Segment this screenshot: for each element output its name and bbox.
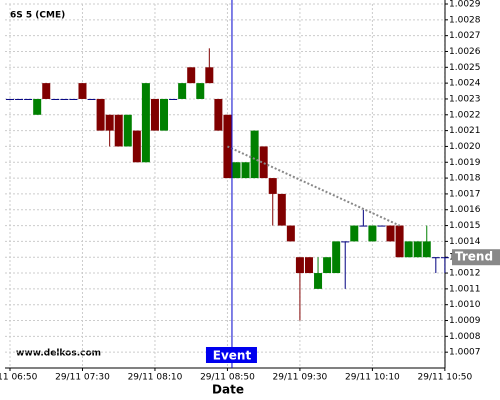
candle-body <box>51 98 60 100</box>
candle-body <box>232 162 241 179</box>
candle-body <box>214 98 223 131</box>
candle-body <box>33 98 42 115</box>
candle-body <box>78 83 87 99</box>
candle-body <box>404 241 413 258</box>
event-label: Event <box>213 349 252 363</box>
candle-body <box>160 98 169 131</box>
y-tick-label: 1.0019 <box>449 158 481 168</box>
x-tick-label: 29/11 08:50 <box>200 373 255 383</box>
candle-body <box>431 257 440 259</box>
candle-body <box>132 130 141 163</box>
candle-body <box>169 98 178 100</box>
candle-body <box>323 257 332 274</box>
candle-body <box>422 241 431 258</box>
candle-body <box>187 67 196 84</box>
y-tick-label: 1.0027 <box>449 31 481 41</box>
y-tick-label: 1.0015 <box>449 221 481 231</box>
y-tick-label: 1.0016 <box>449 205 481 215</box>
y-tick-label: 1.0029 <box>449 0 481 10</box>
candle-body <box>69 98 78 100</box>
x-tick-label: 29/11 09:30 <box>273 373 328 383</box>
trend-line <box>227 145 400 227</box>
candle-body <box>295 257 304 274</box>
x-axis-label: Date <box>212 383 244 397</box>
y-tick-label: 1.0025 <box>449 63 481 73</box>
candle-body <box>196 83 205 99</box>
watermark: www.delkos.com <box>16 349 101 359</box>
event-label-box <box>205 347 257 363</box>
candle-body <box>24 98 33 100</box>
candle-body <box>377 225 386 227</box>
candle-body <box>141 83 150 163</box>
candle-body <box>386 225 395 242</box>
candle-body <box>114 114 123 147</box>
y-tick-label: 1.0010 <box>449 300 481 310</box>
candle-body <box>87 98 96 100</box>
candle-body <box>6 98 14 100</box>
candle-body <box>304 257 313 274</box>
y-tick-label: 1.0022 <box>449 110 481 120</box>
candle-body <box>395 225 404 258</box>
x-tick-label: 29/11 10:50 <box>418 373 473 383</box>
y-tick-label: 1.0011 <box>449 284 481 294</box>
y-tick-label: 1.0024 <box>449 79 481 89</box>
trend-label: Trend <box>455 250 493 264</box>
y-tick-label: 1.0018 <box>449 174 481 184</box>
y-tick-label: 1.0007 <box>449 348 481 358</box>
x-tick-label: 29/11 07:30 <box>55 373 110 383</box>
candle-body <box>314 273 323 289</box>
y-tick-label: 1.0008 <box>449 332 481 342</box>
candle-body <box>205 67 214 84</box>
x-tick-label: 29/11 10:10 <box>345 373 400 383</box>
candle-body <box>178 83 187 99</box>
x-tick-label: 29/11 08:10 <box>128 373 183 383</box>
candle-body <box>277 193 286 226</box>
candle-body <box>268 178 277 194</box>
candle-body <box>350 225 359 242</box>
candle-body <box>359 225 368 227</box>
trend-label-box <box>452 249 500 266</box>
y-tick-label: 1.0014 <box>449 237 481 247</box>
candle-body <box>15 98 24 100</box>
y-tick-label: 1.0021 <box>449 126 481 136</box>
y-tick-label: 1.0012 <box>449 269 481 279</box>
candle-body <box>332 241 341 274</box>
y-tick-label: 1.0026 <box>449 47 481 57</box>
candle-body <box>105 114 114 131</box>
candle-body <box>286 225 295 242</box>
candle-body <box>96 98 105 131</box>
candle-body <box>368 225 377 242</box>
candle-body <box>241 162 250 179</box>
y-tick-label: 1.0017 <box>449 189 481 199</box>
y-tick-label: 1.0028 <box>449 15 481 25</box>
candle-body <box>413 241 422 258</box>
y-tick-label: 1.0023 <box>449 94 481 104</box>
x-tick-label: 29/11 06:50 <box>0 373 38 383</box>
candle-body <box>42 83 51 99</box>
candle-body <box>250 130 259 179</box>
candle-body <box>60 98 69 100</box>
candle-body <box>440 257 449 259</box>
chart-title: 6S 5 (CME) <box>10 11 65 21</box>
y-tick-label: 1.0020 <box>449 142 481 152</box>
candle-body <box>123 114 132 147</box>
y-tick-label: 1.0009 <box>449 316 481 326</box>
candle-body <box>259 146 268 179</box>
candle-body <box>150 98 159 131</box>
candle-body <box>341 241 350 243</box>
